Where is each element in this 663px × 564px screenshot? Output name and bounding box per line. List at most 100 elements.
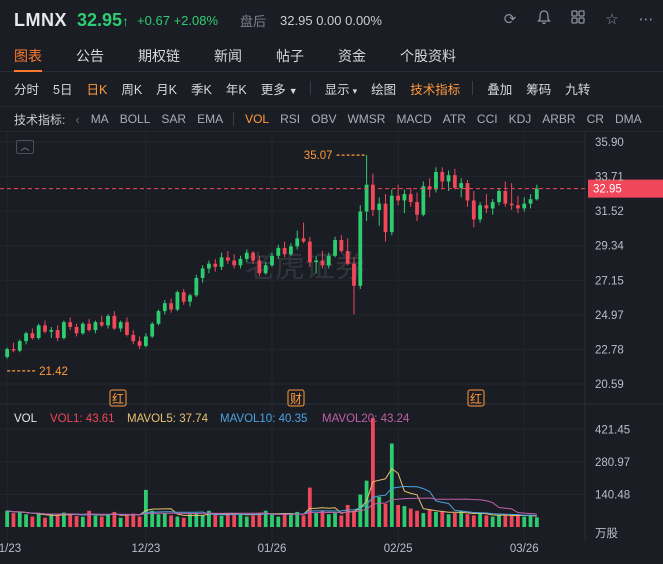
star-icon[interactable]: ☆ <box>605 11 619 28</box>
volume-bar <box>427 509 432 527</box>
indicator-atr[interactable]: ATR <box>442 112 466 126</box>
volume-bar <box>17 511 22 527</box>
indicator-boll[interactable]: BOLL <box>119 112 151 126</box>
indicator-wmsr[interactable]: WMSR <box>347 112 386 126</box>
indicator-sar[interactable]: SAR <box>161 112 187 126</box>
volume-bar <box>282 514 287 527</box>
volume-bar <box>434 511 438 527</box>
display-dropdown[interactable]: 显示 ▾ <box>324 82 358 97</box>
volume-bar <box>194 513 199 527</box>
indicator-rsi[interactable]: RSI <box>280 112 301 126</box>
date-tick-label: 02/25 <box>384 543 413 555</box>
candle-body <box>396 195 401 201</box>
overlay-button[interactable]: 叠加 <box>487 82 513 97</box>
candle-body <box>62 322 66 339</box>
volume-bar <box>213 514 218 527</box>
period-yearly[interactable]: 年K <box>225 82 247 97</box>
period-quarterly[interactable]: 季K <box>191 82 212 97</box>
volume-tick-label: 140.48 <box>595 489 630 501</box>
indicator-macd[interactable]: MACD <box>396 112 432 126</box>
candle-body <box>263 265 268 274</box>
indicator-ema[interactable]: EMA <box>197 112 224 126</box>
period-intraday[interactable]: 分时 <box>14 82 40 97</box>
candle-body <box>68 322 73 327</box>
indicator-cci[interactable]: CCI <box>476 112 498 126</box>
indicators-button[interactable]: 技术指标 <box>410 82 461 97</box>
volume-bar <box>389 443 394 527</box>
date-tick-label: 12/23 <box>131 543 160 555</box>
indicator-cr[interactable]: CR <box>586 112 604 126</box>
volume-bar <box>219 515 224 527</box>
candle-body <box>169 303 173 310</box>
refresh-icon[interactable]: ⟳ <box>503 11 517 28</box>
collapse-chevron-icon[interactable]: ︿ <box>16 140 34 154</box>
tab-company-profile[interactable]: 个股资料 <box>400 47 456 64</box>
candle-body <box>219 257 224 267</box>
volume-bar <box>301 515 306 527</box>
candle-body <box>137 341 142 346</box>
event-badge-frame <box>109 389 127 407</box>
tab-options[interactable]: 期权链 <box>138 47 180 64</box>
chevron-left-icon[interactable]: ‹ <box>75 111 80 127</box>
candle-body <box>307 241 312 263</box>
period-daily[interactable]: 日K <box>86 82 108 97</box>
period-weekly[interactable]: 周K <box>121 82 143 97</box>
volume-bar <box>314 513 319 527</box>
volume-bar <box>326 514 331 527</box>
volume-bar <box>62 512 66 527</box>
volume-bar <box>345 504 350 527</box>
period-more-dropdown[interactable]: 更多 ▼ <box>260 82 298 97</box>
candle-body <box>459 183 464 188</box>
candle-body <box>295 238 300 247</box>
candle-body <box>225 257 230 261</box>
up-arrow-icon: ↑ <box>122 12 130 29</box>
period-monthly[interactable]: 月K <box>156 82 177 97</box>
candle-body <box>352 263 356 286</box>
mavol20-line <box>7 497 537 516</box>
tab-posts[interactable]: 帖子 <box>276 47 304 64</box>
indicator-vol[interactable]: VOL <box>245 112 270 126</box>
divider <box>233 112 235 126</box>
indicator-ma[interactable]: MA <box>90 112 109 126</box>
volume-bar <box>320 510 325 527</box>
volume-bar <box>36 513 41 527</box>
tab-announcements[interactable]: 公告 <box>76 47 104 64</box>
volume-bar <box>131 513 136 527</box>
td-sequential-button[interactable]: 九转 <box>565 82 591 97</box>
volume-bar <box>490 516 495 527</box>
volume-bar <box>503 514 508 527</box>
volume-bar <box>143 489 148 527</box>
volume-bar <box>169 515 173 527</box>
period-5day[interactable]: 5日 <box>53 82 73 97</box>
candle-body <box>276 247 281 256</box>
candle-body <box>118 322 123 329</box>
volume-bar <box>232 513 237 527</box>
tab-news[interactable]: 新闻 <box>214 47 242 64</box>
indicator-arbr[interactable]: ARBR <box>542 112 576 126</box>
candle-body <box>452 175 457 188</box>
grid-icon[interactable] <box>561 10 595 31</box>
draw-button[interactable]: 绘图 <box>371 82 397 97</box>
mavol10-legend: MAVOL10: 40.35 <box>220 413 307 425</box>
bell-icon[interactable] <box>527 10 561 31</box>
indicator-obv[interactable]: OBV <box>311 112 337 126</box>
volume-bar <box>402 506 407 527</box>
volume-bar <box>118 517 123 527</box>
indicator-dma[interactable]: DMA <box>614 112 642 126</box>
candle-body <box>49 330 54 332</box>
volume-bar <box>484 515 489 527</box>
candle-body <box>55 330 60 339</box>
mavol5-legend: MAVOL5: 37.74 <box>127 413 209 425</box>
volume-bar <box>200 515 205 527</box>
indicator-kdj[interactable]: KDJ <box>508 112 532 126</box>
more-icon[interactable]: ⋯ <box>638 11 654 28</box>
kline-chart[interactable]: 老虎证券 32.9535.0721.42红财红 35.9033.7131.522… <box>0 132 663 564</box>
current-price-label: 32.95 <box>593 184 622 196</box>
low-marker-label: 21.42 <box>39 366 68 378</box>
tab-capital-flow[interactable]: 资金 <box>338 47 366 64</box>
chips-button[interactable]: 筹码 <box>526 82 552 97</box>
indicator-bar: 技术指标: ‹ MA BOLL SAR EMA VOL RSI OBV WMSR… <box>0 106 663 132</box>
date-tick-label: 01/26 <box>258 543 287 555</box>
tab-chart[interactable]: 图表 <box>14 40 42 72</box>
candle-body <box>345 251 350 264</box>
